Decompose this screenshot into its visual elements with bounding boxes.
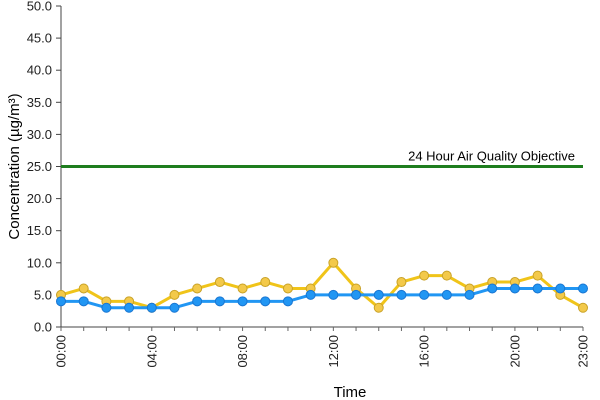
data-point <box>214 296 225 307</box>
data-point <box>282 296 293 307</box>
data-point <box>78 283 89 294</box>
data-point <box>328 289 339 300</box>
data-point <box>419 289 430 300</box>
y-tick-label: 20.0 <box>27 191 52 206</box>
data-point <box>441 270 452 281</box>
x-tick-label: 20:00 <box>507 335 522 368</box>
data-point <box>169 289 180 300</box>
y-tick-label: 0.0 <box>34 320 52 335</box>
data-point <box>464 289 475 300</box>
x-tick-label: 23:00 <box>576 335 591 368</box>
y-tick-label: 40.0 <box>27 63 52 78</box>
data-point <box>328 257 339 268</box>
data-point <box>373 302 384 313</box>
data-point <box>532 270 543 281</box>
y-tick-label: 35.0 <box>27 95 52 110</box>
y-tick-label: 25.0 <box>27 159 52 174</box>
data-point <box>192 283 203 294</box>
y-tick-label: 50.0 <box>27 0 52 14</box>
data-point <box>282 283 293 294</box>
data-point <box>169 302 180 313</box>
data-point <box>532 283 543 294</box>
series-line <box>60 261 584 310</box>
data-point <box>237 283 248 294</box>
data-point <box>56 296 66 307</box>
x-axis-title: Time <box>334 384 367 400</box>
data-point <box>578 283 588 294</box>
x-tick-label: 04:00 <box>144 335 159 368</box>
y-tick-label: 45.0 <box>27 31 52 46</box>
data-point <box>487 283 498 294</box>
series-group <box>56 257 588 313</box>
data-point <box>78 296 89 307</box>
data-point <box>192 296 203 307</box>
data-point <box>260 277 271 288</box>
air-quality-objective-label: 24 Hour Air Quality Objective <box>408 149 575 164</box>
data-point <box>260 296 271 307</box>
data-point <box>396 277 407 288</box>
x-tick-label: 08:00 <box>235 335 250 368</box>
chart-axes: 0.0 5.0 10.0 15.0 20.0 25.0 30.0 35.0 40.0 45.0 50… <box>27 0 591 368</box>
data-point <box>351 289 362 300</box>
data-point <box>146 302 157 313</box>
y-tick-label: 15.0 <box>27 223 52 238</box>
data-point <box>509 283 520 294</box>
y-axis-title: Concentration (µg/m³) <box>6 93 23 239</box>
data-point <box>578 302 588 313</box>
x-tick-label: 16:00 <box>417 335 432 368</box>
data-point <box>441 289 452 300</box>
y-tick-label: 30.0 <box>27 127 52 142</box>
data-point <box>305 289 316 300</box>
data-point <box>555 283 566 294</box>
data-point <box>373 289 384 300</box>
x-tick-label: 12:00 <box>326 335 341 368</box>
data-point <box>214 277 225 288</box>
data-point <box>237 296 248 307</box>
y-tick-label: 10.0 <box>27 255 52 270</box>
y-tick-label: 5.0 <box>34 287 52 302</box>
data-point <box>419 270 430 281</box>
data-point <box>396 289 407 300</box>
data-point <box>101 302 112 313</box>
data-point <box>124 302 135 313</box>
x-tick-label: 00:00 <box>54 335 69 368</box>
reference-line-group: 24 Hour Air Quality Objective <box>61 149 583 168</box>
